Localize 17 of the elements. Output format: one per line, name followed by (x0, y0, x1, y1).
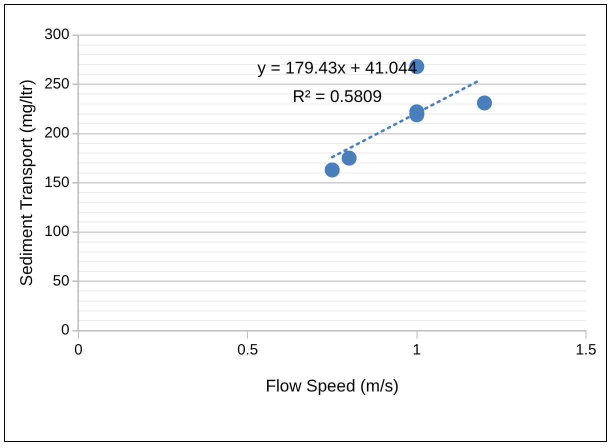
y-tick-label: 300 (44, 26, 70, 44)
point (476, 95, 492, 110)
y-tick-label: 150 (44, 174, 70, 191)
y-tick-label: 100 (44, 223, 70, 240)
x-tick-label: 1 (412, 342, 421, 359)
point (324, 162, 340, 178)
x-tick-label: 0 (74, 342, 83, 359)
y-tick-label: 200 (44, 124, 70, 142)
point (342, 150, 357, 166)
y-tick-label: 50 (52, 272, 70, 290)
x-axis-title: Flow Speed (m/s) (266, 376, 399, 396)
y-axis-title: Sediment Transport (mg/ltr) (16, 79, 36, 286)
annotation: R² = 0.5809 (292, 86, 382, 106)
y-tick-label: 250 (44, 75, 70, 92)
y-tick-label: 0 (61, 322, 70, 339)
x-tick-label: 0.5 (237, 342, 258, 359)
x-tick-label: 1.5 (576, 342, 596, 359)
